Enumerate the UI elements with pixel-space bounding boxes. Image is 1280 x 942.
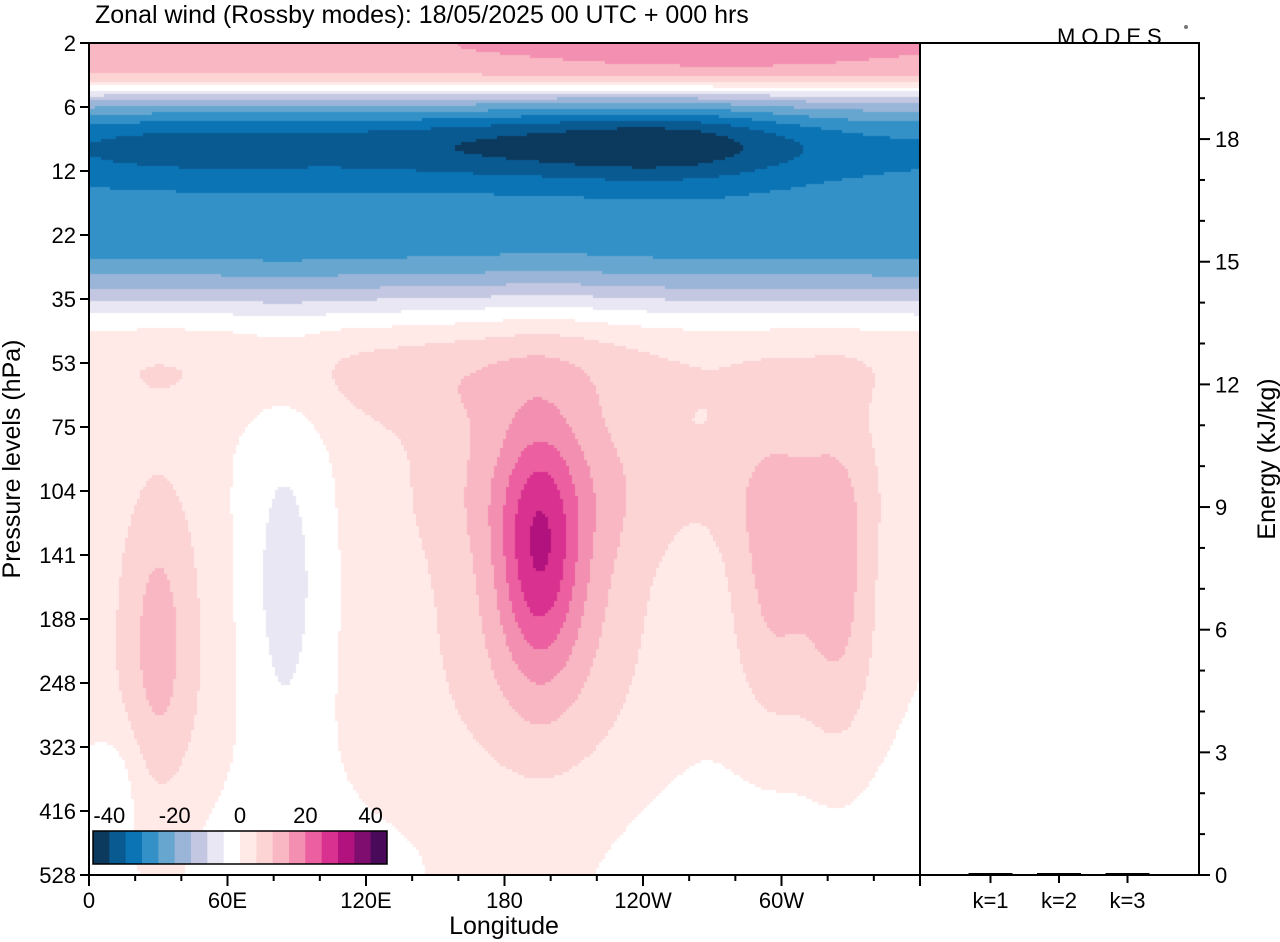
colorbar-swatch xyxy=(109,831,127,864)
x-axis-label: Longitude xyxy=(449,912,559,940)
colorbar-label: 20 xyxy=(293,803,317,828)
x-tick-label: 180 xyxy=(486,888,523,913)
y-axis-label: Pressure levels (hPa) xyxy=(0,340,26,579)
heatmap-image xyxy=(89,43,920,875)
colorbar-frame xyxy=(92,830,388,865)
y-tick-label: 35 xyxy=(52,287,76,312)
colorbar-label: 0 xyxy=(234,803,246,828)
x-tick-label: 0 xyxy=(83,888,95,913)
energy-panel-frame xyxy=(919,42,1200,876)
colorbar-swatch xyxy=(142,831,159,864)
y-axis: 2 6 12 22 35 53 75 104 141 188 248 323 416 528 xyxy=(39,31,89,888)
colorbar-swatch xyxy=(191,831,208,864)
energy-category-label: k=1 xyxy=(972,888,1008,913)
y-tick-label: 528 xyxy=(39,863,76,888)
colorbar: -40 -20 0 20 40 xyxy=(92,803,388,865)
colorbar-swatch xyxy=(207,831,225,864)
logo-registered-mark xyxy=(1184,25,1188,29)
x-tick-label: 120W xyxy=(614,888,672,913)
colorbar-label: -40 xyxy=(93,803,125,828)
colorbar-swatch xyxy=(93,831,110,864)
colorbar-swatch xyxy=(256,831,274,864)
colorbar-swatch xyxy=(272,831,290,864)
y-tick-label: 416 xyxy=(39,799,76,824)
x-tick-label: 60W xyxy=(759,888,804,913)
colorbar-swatch xyxy=(321,831,339,864)
colorbar-swatch xyxy=(289,831,306,864)
colorbar-swatch xyxy=(158,831,176,864)
y-tick-label: 248 xyxy=(39,671,76,696)
energy-tick-label: 15 xyxy=(1215,250,1239,275)
energy-tick-label: 0 xyxy=(1215,863,1227,888)
y-tick-label: 323 xyxy=(39,735,76,760)
x-axis: 0 60E 120E 180 120W 60W xyxy=(83,875,921,913)
energy-bar-1 xyxy=(968,873,1013,875)
energy-tick-label: 18 xyxy=(1215,127,1239,152)
x-tick-label: 120E xyxy=(340,888,391,913)
y-tick-label: 141 xyxy=(39,543,76,568)
energy-tick-label: 6 xyxy=(1215,618,1227,643)
y-tick-label: 104 xyxy=(39,479,76,504)
y-tick-label: 53 xyxy=(52,351,76,376)
colorbar-swatch xyxy=(174,831,192,864)
colorbar-swatch xyxy=(305,831,323,864)
energy-tick-label: 9 xyxy=(1215,495,1227,520)
energy-category-label: k=2 xyxy=(1041,888,1077,913)
y-tick-label: 6 xyxy=(64,95,76,120)
heatmap-field xyxy=(89,43,920,875)
chart-title: Zonal wind (Rossby modes): 18/05/2025 00… xyxy=(95,1,749,29)
energy-y-axis: 0 3 6 9 12 15 18 xyxy=(1199,97,1239,888)
y-tick-label: 188 xyxy=(39,607,76,632)
colorbar-swatch xyxy=(240,831,257,864)
y-tick-label: 22 xyxy=(52,223,76,248)
colorbar-swatch xyxy=(354,831,372,864)
energy-tick-label: 12 xyxy=(1215,372,1239,397)
energy-axis-label: Energy (kJ/kg) xyxy=(1253,378,1280,539)
energy-tick-label: 3 xyxy=(1215,740,1227,765)
y-tick-label: 2 xyxy=(64,31,76,56)
x-tick-label: 60E xyxy=(208,888,247,913)
colorbar-label: -20 xyxy=(159,803,191,828)
colorbar-swatch xyxy=(125,831,143,864)
energy-bar-3 xyxy=(1105,873,1150,875)
y-tick-label: 12 xyxy=(52,159,76,184)
energy-category-label: k=3 xyxy=(1109,888,1145,913)
colorbar-swatch xyxy=(338,831,355,864)
colorbar-label: 40 xyxy=(358,803,382,828)
energy-bar-2 xyxy=(1037,873,1081,875)
colorbar-swatch xyxy=(370,831,388,864)
energy-bars: k=1 k=2 k=3 xyxy=(968,873,1150,913)
y-tick-label: 75 xyxy=(52,415,76,440)
colorbar-swatch xyxy=(223,831,241,864)
